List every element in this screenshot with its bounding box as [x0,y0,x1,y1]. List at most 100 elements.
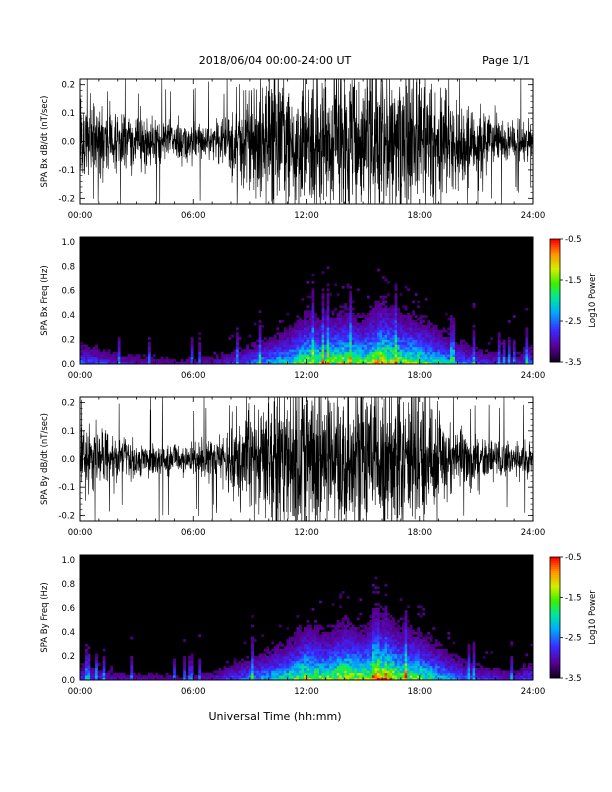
colorbar-swatch [550,641,560,645]
spectrogram-cell [278,651,282,654]
spectrogram-cell [331,658,335,662]
spectrogram-cell [198,346,202,350]
spectrogram-cell [311,677,315,681]
spectrogram-cell [281,361,285,365]
spectrogram-cell [399,324,403,328]
spectrogram-cell [500,354,504,357]
spectrogram-cell [122,675,126,678]
spectrogram-cell [316,344,320,348]
spectrogram-cell [427,339,431,343]
spectrogram-cell [87,655,91,659]
spectrogram-cell [356,658,360,662]
spectrogram-cell [346,655,350,659]
spectrogram-cell [303,337,307,340]
spectrogram-cell [371,641,375,645]
spectrogram-cell [326,667,330,671]
spectrogram-cell [394,361,398,365]
spectrogram-cell [87,663,91,666]
spectrogram-cell [190,359,194,362]
spectrogram-cell [339,677,343,681]
spectrogram-cell [326,305,330,309]
spectrogram-cell [364,658,368,662]
spectrogram-cell [243,672,247,676]
spectrogram-cell [492,667,496,671]
spectrogram-cell [364,643,368,647]
spectrogram-cell [326,302,330,306]
spectrogram-cell [117,354,121,357]
spectrogram-cell [301,677,305,681]
spectrogram-cell [349,285,353,289]
spectrogram-cell [505,359,509,362]
spectrogram-cell [460,344,463,348]
spectrogram-cell [389,622,393,626]
spectrogram-cell [389,677,393,681]
y-tick-label: 1.0 [61,556,75,566]
spectrogram-cell [417,324,421,328]
spectrogram-cell [188,660,192,664]
spectrogram-cell [329,670,332,674]
spectrogram-cell [163,361,166,365]
spectrogram-cell [460,351,463,355]
spectrogram-cell [251,643,254,647]
spectrogram-cell [137,359,141,362]
colorbar-swatch [550,647,560,651]
spectrogram-cell [100,675,103,678]
x-tick-label: 18:00 [408,528,433,538]
spectrogram-cell [437,329,441,333]
spectrogram-cell [487,670,491,674]
spectrogram-cell [417,660,421,664]
spectrogram-cell [371,312,375,316]
spectrogram-cell [414,315,418,318]
spectrogram-cell [326,643,330,647]
spectrogram-cell [525,356,529,360]
spectrogram-cell [512,354,516,357]
spectrogram-cell [351,356,355,360]
spectrogram-cell [90,675,93,678]
spectrogram-cell [324,324,327,328]
spectrogram-cell [394,339,398,343]
spectrogram-cell [278,665,282,669]
spectrogram-cell [311,339,315,343]
spectrogram-cell [369,648,373,652]
colorbar-swatch [550,249,560,252]
spectrogram-cell [427,648,431,652]
spectrogram-cell [326,672,330,676]
spectrogram-cell [268,359,272,362]
spectrogram-cell [439,660,443,664]
spectrogram-cell [331,663,335,666]
spectrogram-cell [510,658,514,662]
spectrogram-cell [190,344,194,348]
spectrogram-cell [379,629,383,633]
spectrogram-cell [515,359,519,362]
spectrogram-cell [246,346,249,350]
spectrogram-cell [369,667,373,671]
colorbar-swatch [550,571,560,574]
spectrogram-cell [331,643,335,647]
spectrogram-cell [404,624,408,628]
spectrogram-cell [170,675,174,678]
spectrogram-cell [404,631,408,635]
spectrogram-cell [303,344,307,348]
spectrogram-cell [457,361,461,365]
spectrogram-cell [457,663,461,666]
spectrogram-cell [424,298,428,301]
spectrogram-cell [371,583,375,587]
spectrogram-cell [364,361,368,365]
spectrogram-cell [309,663,312,666]
spectrogram-cell [306,310,310,314]
spectrogram-cell [361,351,365,355]
spectrogram-cell [480,670,483,674]
spectrogram-cell [256,361,259,365]
spectrogram-cell [311,653,315,657]
x-tick-label: 06:00 [181,211,206,221]
spectrogram-cell [432,672,436,676]
spectrogram-cell [173,663,176,666]
colorbar-label: Log10 Power [588,273,598,328]
spectrogram-cell [238,359,242,362]
spectrogram-cell [314,665,317,669]
spectrogram-cell [331,603,335,606]
spectrogram-cell [399,634,403,638]
spectrogram-cell [397,315,400,318]
spectrogram-cell [384,627,388,630]
spectrogram-cell [314,324,317,328]
